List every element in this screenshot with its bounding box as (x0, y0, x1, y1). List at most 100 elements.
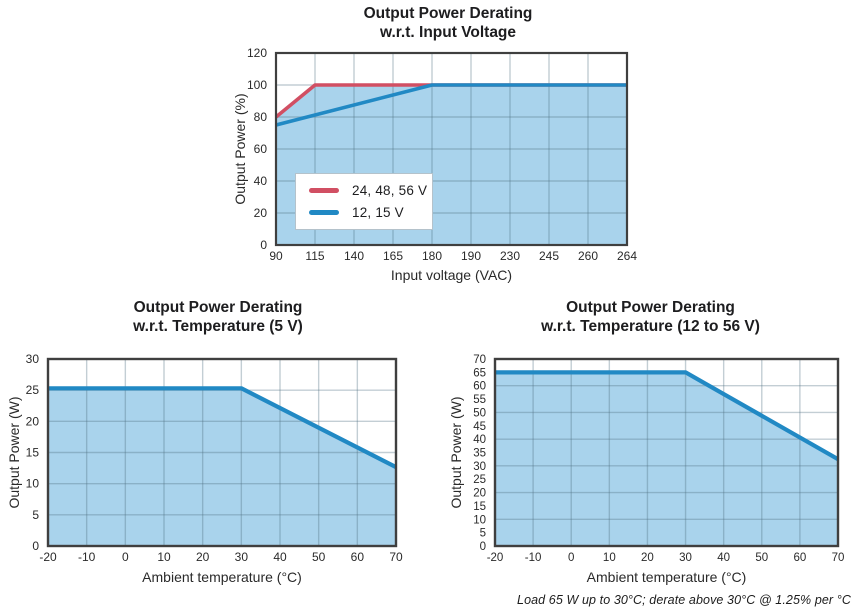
svg-text:180: 180 (422, 249, 442, 263)
chart-title-line1: Output Power Derating (133, 299, 303, 316)
svg-text:20: 20 (641, 552, 654, 564)
svg-text:25: 25 (26, 383, 40, 397)
chart-title-line1: Output Power Derating (363, 5, 533, 22)
plot-border (274, 51, 629, 247)
chart-footnote: Load 65 W up to 30°C; derate above 30°C … (517, 593, 851, 607)
area-fill (48, 388, 396, 546)
svg-text:70: 70 (389, 550, 403, 564)
svg-text:15: 15 (26, 446, 40, 460)
svg-text:120: 120 (247, 46, 267, 60)
plot-border (493, 357, 840, 548)
chart-temperature-5v: Output Power Derating w.r.t. Temperature… (6, 298, 430, 592)
plot-area-wrapper: 0 5 10 15 20 25 30 35 40 45 50 55 60 65 70 -20 -10 0 10 20 3… (448, 340, 853, 592)
x-axis-tick-labels: -20 -10 0 10 20 30 40 50 60 70 (487, 552, 845, 564)
svg-text:70: 70 (832, 552, 845, 564)
svg-text:0: 0 (122, 550, 129, 564)
area-fill (495, 372, 838, 546)
series-line-12 to 56 V (495, 370, 840, 462)
legend-swatch-icon (309, 188, 339, 193)
svg-text:-10: -10 (78, 550, 96, 564)
svg-text:55: 55 (473, 394, 486, 406)
y-axis-label: Output Power (W) (6, 396, 22, 508)
y-axis-label: Output Power (%) (232, 93, 248, 204)
svg-text:90: 90 (269, 249, 283, 263)
y-axis-tick-labels: 0 5 10 15 20 25 30 (26, 352, 40, 553)
svg-text:30: 30 (26, 352, 40, 366)
chart-canvas-input-voltage: 0 20 40 60 80 100 120 90 115 140 165 180 190 230 245 26… (232, 46, 637, 283)
svg-text:20: 20 (473, 488, 486, 500)
legend: 24, 48, 56 V 12, 15 V (295, 173, 433, 230)
legend-label: 24, 48, 56 V (352, 183, 428, 198)
svg-text:10: 10 (157, 550, 171, 564)
area-under-5 V (48, 388, 396, 546)
svg-text:20: 20 (196, 550, 210, 564)
chart-title: Output Power Derating w.r.t. Temperature… (448, 298, 853, 338)
svg-text:50: 50 (473, 407, 486, 419)
plot-area-wrapper: 0 20 40 60 80 100 120 90 115 140 165 180 190 230 245 26… (228, 46, 668, 296)
svg-text:115: 115 (305, 249, 324, 263)
svg-text:50: 50 (312, 550, 326, 564)
series-lines (48, 386, 397, 470)
chart-title: Output Power Derating w.r.t. Temperature… (6, 298, 430, 338)
chart-input-voltage: Output Power Derating w.r.t. Input Volta… (228, 4, 668, 296)
x-axis-label: Ambient temperature (°C) (587, 569, 747, 585)
chart-title-line1: Output Power Derating (566, 299, 735, 316)
series-lines (274, 83, 627, 127)
y-axis-label: Output Power (W) (448, 396, 464, 508)
svg-text:50: 50 (755, 552, 768, 564)
svg-text:0: 0 (260, 238, 267, 252)
svg-text:60: 60 (254, 142, 268, 156)
svg-text:190: 190 (461, 249, 481, 263)
svg-text:0: 0 (480, 541, 486, 553)
svg-text:30: 30 (235, 550, 249, 564)
svg-text:30: 30 (473, 461, 486, 473)
svg-text:-20: -20 (487, 552, 504, 564)
svg-text:35: 35 (473, 448, 486, 460)
svg-text:10: 10 (26, 477, 40, 491)
svg-text:30: 30 (679, 552, 692, 564)
x-axis-label: Ambient temperature (°C) (142, 569, 302, 585)
series-line-12, 15 V (275, 83, 627, 127)
svg-text:0: 0 (568, 552, 574, 564)
svg-text:40: 40 (273, 550, 287, 564)
svg-text:20: 20 (26, 414, 40, 428)
series-line-5 V (48, 386, 397, 470)
svg-text:65: 65 (473, 367, 486, 379)
legend-item: 24, 48, 56 V (309, 183, 432, 198)
x-axis-label: Input voltage (VAC) (391, 267, 512, 283)
svg-text:70: 70 (473, 354, 486, 366)
svg-text:20: 20 (254, 206, 268, 220)
svg-text:40: 40 (254, 174, 268, 188)
chart-title-line2: w.r.t. Input Voltage (379, 24, 517, 41)
legend-swatch-icon (309, 210, 339, 215)
svg-text:165: 165 (383, 249, 403, 263)
svg-text:60: 60 (793, 552, 806, 564)
svg-text:100: 100 (247, 78, 267, 92)
chart-title-line2: w.r.t. Temperature (5 V) (133, 318, 303, 335)
plot-border (46, 357, 398, 548)
svg-text:25: 25 (473, 474, 486, 486)
svg-text:-20: -20 (39, 550, 57, 564)
svg-text:40: 40 (473, 434, 486, 446)
x-axis-tick-labels: 90 115 140 165 180 190 230 245 260 264 (269, 249, 637, 263)
series-lines (495, 370, 840, 462)
svg-text:10: 10 (603, 552, 616, 564)
svg-text:45: 45 (473, 421, 486, 433)
x-axis-tick-labels: -20 -10 0 10 20 30 40 50 60 70 (39, 550, 403, 564)
svg-text:5: 5 (480, 528, 486, 540)
legend-item: 12, 15 V (309, 205, 432, 220)
svg-text:5: 5 (32, 508, 39, 522)
chart-title-line2: w.r.t. Temperature (12 to 56 V) (541, 318, 760, 335)
chart-canvas-temperature-5v: 0 5 10 15 20 25 30 -20 -10 0 10 20 30 40 50 60 70 Ambient… (6, 352, 403, 585)
svg-text:40: 40 (717, 552, 730, 564)
y-axis-tick-labels: 0 20 40 60 80 100 120 (247, 46, 267, 252)
svg-text:140: 140 (344, 249, 364, 263)
chart-title: Output Power Derating w.r.t. Input Volta… (228, 4, 668, 44)
chart-temperature-12-56v: Output Power Derating w.r.t. Temperature… (448, 298, 853, 607)
svg-text:245: 245 (539, 249, 559, 263)
svg-text:230: 230 (500, 249, 520, 263)
svg-text:0: 0 (32, 539, 39, 553)
